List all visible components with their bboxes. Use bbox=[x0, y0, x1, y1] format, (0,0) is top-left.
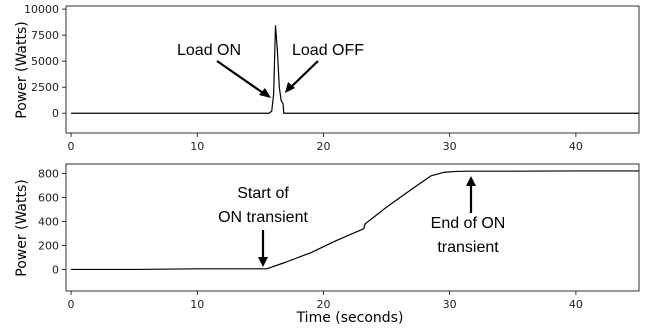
top-y-tick-label: 2500 bbox=[31, 81, 59, 94]
top-y-tick-label: 10000 bbox=[24, 3, 59, 16]
bottom-x-tick-label: 40 bbox=[569, 298, 583, 311]
top-y-axis-label: Power (Watts) bbox=[14, 21, 30, 119]
arrowhead-start-of-transient bbox=[258, 257, 268, 267]
x-axis-label: Time (seconds) bbox=[296, 310, 404, 326]
bottom-y-axis-label: Power (Watts) bbox=[14, 179, 30, 277]
arrowhead-end-of-transient bbox=[466, 176, 476, 186]
top-power-trace bbox=[71, 25, 639, 114]
annotation-load-on: Load ON bbox=[177, 42, 241, 59]
arrow-load-on bbox=[216, 60, 267, 96]
bottom-power-trace bbox=[71, 170, 639, 271]
bottom-x-tick-label: 10 bbox=[190, 298, 204, 311]
bottom-x-tick-label: 20 bbox=[316, 298, 330, 311]
annotation-start-line2: ON transient bbox=[218, 209, 308, 226]
top-x-tick-label: 20 bbox=[316, 140, 330, 153]
top-x-tick-label: 30 bbox=[443, 140, 457, 153]
annotation-start-line1: Start of bbox=[237, 185, 289, 202]
bottom-plot-frame bbox=[65, 163, 640, 292]
bottom-y-tick-label: 200 bbox=[38, 239, 59, 252]
arrowhead-load-off bbox=[285, 82, 295, 93]
top-y-tick-label: 7500 bbox=[31, 29, 59, 42]
arrowhead-load-on bbox=[259, 88, 271, 98]
top-x-tick-label: 10 bbox=[190, 140, 204, 153]
annotation-load-off: Load OFF bbox=[292, 42, 364, 59]
top-x-tick-label: 0 bbox=[68, 140, 75, 153]
top-chart-panel: 0 2500 5000 7500 10000 0 10 20 30 40 Power (Watt… bbox=[14, 3, 640, 153]
top-x-tick-label: 40 bbox=[569, 140, 583, 153]
bottom-y-tick-label: 0 bbox=[52, 263, 59, 276]
bottom-chart-panel: 0 200 400 600 800 0 10 20 30 40 Power (Watts) Ti… bbox=[14, 163, 640, 326]
top-y-tick-label: 5000 bbox=[31, 55, 59, 68]
annotation-end-line2: transient bbox=[437, 239, 499, 256]
bottom-y-tick-label: 800 bbox=[38, 168, 59, 181]
bottom-y-tick-label: 600 bbox=[38, 192, 59, 205]
bottom-x-tick-label: 0 bbox=[68, 298, 75, 311]
bottom-y-tick-label: 400 bbox=[38, 216, 59, 229]
annotation-end-line1: End of ON bbox=[431, 215, 506, 232]
top-y-tick-label: 0 bbox=[52, 107, 59, 120]
bottom-x-tick-label: 30 bbox=[443, 298, 457, 311]
arrow-load-off bbox=[288, 60, 319, 90]
top-plot-frame bbox=[65, 5, 640, 134]
